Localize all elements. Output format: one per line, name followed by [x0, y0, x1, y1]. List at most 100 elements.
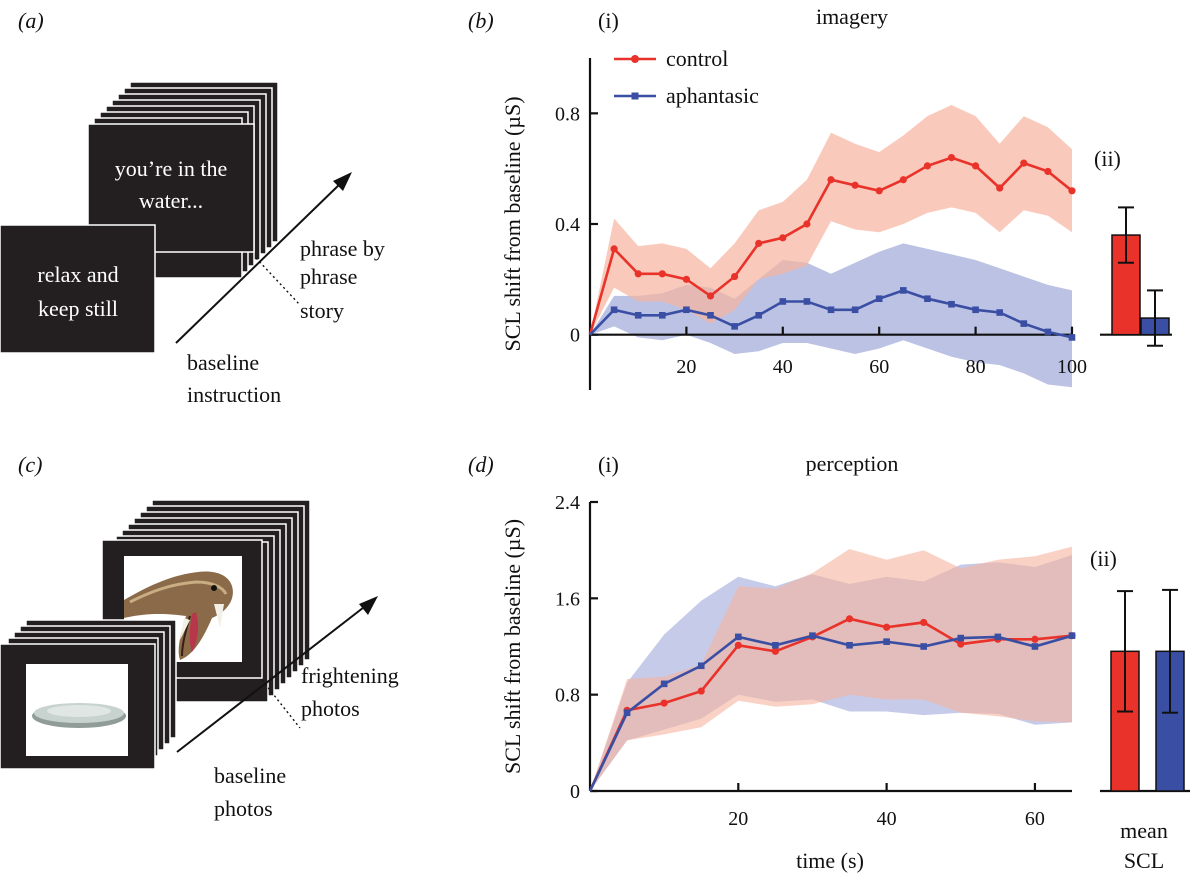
- perception-mean-bars: [1100, 588, 1190, 793]
- control-point: [658, 270, 666, 278]
- panel-b-label: (b): [468, 8, 494, 33]
- legend-control-label: control: [666, 46, 728, 71]
- control-point: [827, 176, 835, 184]
- baseline-card: [0, 224, 156, 354]
- legend-aphantasic-label: aphantasic: [666, 83, 759, 108]
- baseline-card-line2: keep still: [38, 296, 118, 321]
- panel-a-label: (a): [18, 8, 44, 33]
- y-tick-label: 0: [570, 325, 580, 347]
- legend-aphantasic-marker: [631, 92, 639, 100]
- aphantasic-point: [683, 306, 690, 314]
- aphantasic-point: [875, 295, 883, 302]
- panel-c-label: (c): [18, 452, 42, 477]
- story-label-3: story: [300, 298, 344, 323]
- control-point: [697, 687, 705, 695]
- aphantasic-point: [900, 287, 907, 294]
- x-tick-label: 60: [869, 356, 889, 378]
- x-tick-label: 40: [773, 356, 793, 378]
- control-point: [920, 618, 928, 627]
- aphantasic-point: [827, 306, 835, 314]
- control-point: [771, 647, 779, 655]
- time-arrow: [176, 603, 369, 753]
- y-tick-label: 1.6: [555, 588, 580, 610]
- control-point: [731, 272, 739, 281]
- control-point: [883, 623, 891, 631]
- panel-b-sub-ii: (ii): [1094, 146, 1121, 171]
- baseline-photos-label-1: baseline: [214, 763, 286, 788]
- aphantasic-point: [920, 643, 927, 650]
- control-point: [923, 162, 932, 170]
- aphantasic-point: [846, 641, 853, 649]
- chart-title: perception: [806, 451, 899, 476]
- aphantasic-point: [803, 298, 811, 305]
- control-point: [845, 615, 854, 623]
- panel-b-sub-i: (i): [598, 8, 619, 33]
- aphantasic-point: [735, 633, 742, 641]
- aphantasic-point: [957, 634, 965, 642]
- x-tick-label: 100: [1057, 356, 1087, 378]
- x-tick-label: 60: [1025, 808, 1045, 830]
- control-point: [996, 184, 1004, 192]
- control-line: [588, 617, 1073, 792]
- aphantasic-point: [731, 323, 738, 330]
- panel-d-sub-i: (i): [598, 452, 619, 477]
- aphantasic-point: [623, 709, 631, 717]
- control-point: [706, 292, 715, 300]
- control-point: [851, 181, 859, 189]
- chart-title: imagery: [816, 4, 888, 29]
- y-tick-label: 0.4: [555, 214, 580, 236]
- story-card-line1: you’re in the: [115, 156, 227, 181]
- aphantasic-point: [996, 309, 1003, 316]
- aphantasic-point: [1044, 328, 1052, 336]
- arrow-head-icon: [333, 172, 352, 191]
- control-point: [972, 162, 980, 170]
- aphantasic-point: [1020, 320, 1028, 327]
- arrow-head-icon: [359, 596, 378, 615]
- bar-x-label-2: SCL: [1124, 848, 1164, 873]
- imagery-chart: 0 0.4 0.8 20 40 60 80 100 imagery SCL shift from …: [500, 4, 1087, 390]
- y-tick-label: 2.4: [555, 492, 580, 514]
- control-point: [875, 187, 883, 195]
- x-tick-label: 40: [877, 808, 897, 830]
- panel-d: (d) (i) (ii) 0 0.8 1.6 2.4 20 40 60 perception S…: [468, 451, 1190, 873]
- aphantasic-point: [779, 298, 787, 305]
- control-point: [634, 270, 642, 278]
- control-point: [1031, 635, 1039, 643]
- aphantasic-point: [610, 306, 618, 314]
- baseline-card-line1: relax and: [37, 262, 118, 287]
- y-axis-label: SCL shift from baseline (µS): [500, 519, 525, 774]
- panel-d-label: (d): [468, 452, 494, 477]
- legend-control-marker: [631, 55, 639, 63]
- panel-b: (b) (i) (ii) 0 0.4 0.8 20 40 60 80 100 imagery SC…: [468, 4, 1172, 390]
- baseline-label-2: instruction: [187, 382, 281, 407]
- control-point: [755, 239, 763, 247]
- x-axis-label: time (s): [796, 848, 864, 873]
- plate-image: [32, 703, 126, 728]
- aphantasic-point: [851, 306, 859, 314]
- panel-d-sub-ii: (ii): [1090, 546, 1117, 571]
- control-point: [1068, 187, 1076, 195]
- control-point: [957, 640, 965, 648]
- aphantasic-point: [924, 295, 931, 302]
- control-sem-band: [590, 546, 1072, 791]
- aphantasic-point: [1068, 632, 1076, 639]
- snake-image: [124, 571, 233, 660]
- time-arrow: [175, 181, 343, 344]
- aphantasic-point: [660, 680, 668, 688]
- aphantasic-point: [948, 300, 955, 308]
- control-point: [899, 176, 907, 184]
- aphantasic-point: [659, 312, 666, 319]
- frightening-label-1: frightening: [301, 663, 399, 688]
- divider-dotted: [255, 257, 301, 306]
- control-point: [682, 275, 691, 283]
- frightening-label-2: photos: [301, 696, 360, 721]
- control-point: [610, 245, 618, 253]
- baseline-label-1: baseline: [187, 350, 259, 375]
- aphantasic-point: [772, 641, 779, 649]
- aphantasic-point: [707, 312, 714, 319]
- aphantasic-point: [697, 662, 705, 670]
- x-tick-label: 80: [966, 356, 986, 378]
- aphantasic-line: [588, 634, 1073, 792]
- aphantasic-point: [1031, 643, 1039, 650]
- x-tick-label: 20: [728, 808, 748, 830]
